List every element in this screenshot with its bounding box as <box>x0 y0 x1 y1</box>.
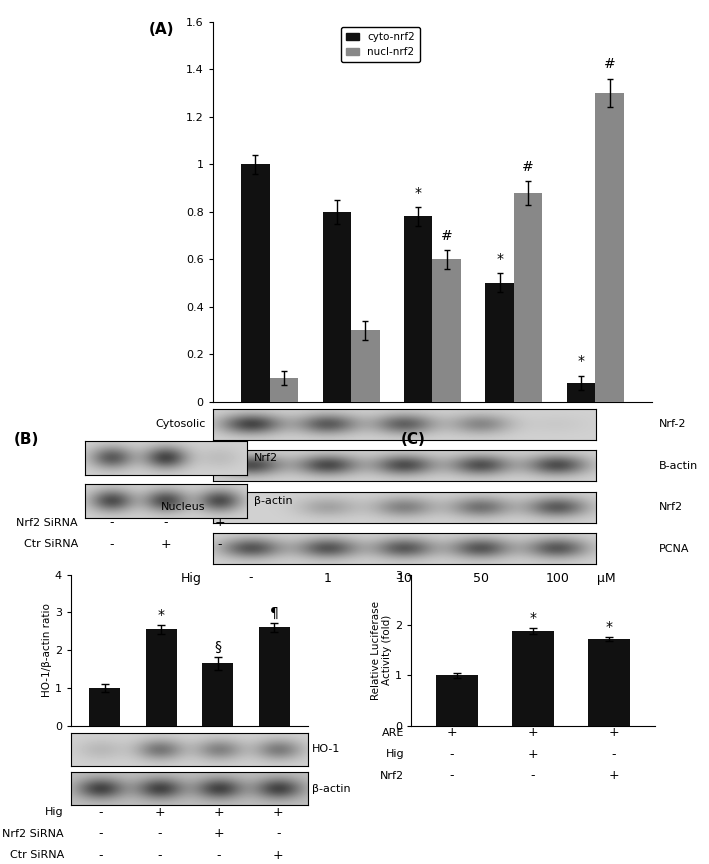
Text: +: + <box>214 827 224 841</box>
Text: Nucleus: Nucleus <box>161 502 206 512</box>
Text: -: - <box>99 805 103 819</box>
Bar <box>566 383 596 402</box>
Text: *: * <box>496 252 503 266</box>
Text: B-actin: B-actin <box>659 461 698 471</box>
Text: Ctr SiRNA: Ctr SiRNA <box>9 850 64 861</box>
Bar <box>404 216 432 402</box>
Text: -: - <box>99 848 103 862</box>
Text: (C): (C) <box>401 432 425 447</box>
Text: +: + <box>215 516 225 530</box>
Text: *: * <box>530 612 537 626</box>
Text: Nrf2: Nrf2 <box>254 453 278 463</box>
Text: +: + <box>273 805 284 819</box>
Text: +: + <box>161 537 171 551</box>
Bar <box>596 92 624 402</box>
Text: Hig: Hig <box>45 807 64 817</box>
Text: μM: μM <box>597 571 615 585</box>
Text: (A): (A) <box>149 22 174 36</box>
Bar <box>512 631 554 726</box>
Bar <box>323 212 351 402</box>
Text: 10: 10 <box>396 571 412 585</box>
Text: PCNA: PCNA <box>659 543 690 554</box>
Text: -: - <box>157 827 162 841</box>
Text: -: - <box>612 747 616 761</box>
Text: §: § <box>214 639 221 653</box>
Text: +: + <box>609 726 619 740</box>
Text: *: * <box>578 354 584 368</box>
Text: +: + <box>527 726 538 740</box>
Text: #: # <box>523 160 534 174</box>
Text: Nrf-2: Nrf-2 <box>659 419 687 429</box>
Text: -: - <box>276 827 281 841</box>
Bar <box>145 629 177 726</box>
Text: -: - <box>249 571 253 585</box>
Text: ¶: ¶ <box>269 606 279 620</box>
Text: -: - <box>450 747 454 761</box>
Text: Nrf2 SiRNA: Nrf2 SiRNA <box>16 518 78 528</box>
Text: HO-1: HO-1 <box>311 744 340 754</box>
Text: Nrf2 SiRNA: Nrf2 SiRNA <box>2 829 64 839</box>
Text: -: - <box>217 848 221 862</box>
Text: 50: 50 <box>473 571 489 585</box>
Text: +: + <box>447 726 457 740</box>
Text: -: - <box>530 769 535 783</box>
Text: #: # <box>603 58 615 72</box>
Text: 1: 1 <box>323 571 332 585</box>
Text: 100: 100 <box>545 571 569 585</box>
Text: ARE: ARE <box>381 727 404 738</box>
Text: -: - <box>99 827 103 841</box>
Text: *: * <box>415 186 422 200</box>
Text: β-actin: β-actin <box>311 784 350 794</box>
Text: Ctr SiRNA: Ctr SiRNA <box>23 539 78 550</box>
Bar <box>259 627 290 726</box>
Text: +: + <box>214 805 224 819</box>
Text: Hig: Hig <box>182 571 202 585</box>
Text: *: * <box>605 620 613 634</box>
Bar <box>514 193 542 402</box>
Text: +: + <box>273 848 284 862</box>
Text: #: # <box>441 229 452 243</box>
Bar <box>269 378 298 402</box>
Bar <box>89 688 121 726</box>
Text: -: - <box>157 848 162 862</box>
Bar <box>351 331 379 402</box>
Y-axis label: Relative Luciferase
Activity (fold): Relative Luciferase Activity (fold) <box>371 600 392 700</box>
Bar <box>436 676 478 726</box>
Text: Nrf2: Nrf2 <box>380 771 404 781</box>
Bar <box>241 164 269 402</box>
Legend: cyto-nrf2, nucl-nrf2: cyto-nrf2, nucl-nrf2 <box>341 27 420 62</box>
Text: (B): (B) <box>14 432 40 447</box>
Text: -: - <box>164 516 168 530</box>
Text: +: + <box>527 747 538 761</box>
Bar <box>588 639 630 726</box>
Text: +: + <box>155 805 165 819</box>
Bar <box>202 664 233 726</box>
Text: -: - <box>450 769 454 783</box>
Text: Nrf2: Nrf2 <box>659 502 683 512</box>
Text: Hig: Hig <box>386 749 404 759</box>
Text: -: - <box>110 537 114 551</box>
Text: *: * <box>157 607 164 622</box>
Bar <box>486 283 514 402</box>
Text: -: - <box>218 537 222 551</box>
Bar <box>432 259 461 402</box>
Text: -: - <box>110 516 114 530</box>
Text: Cytosolic: Cytosolic <box>155 419 206 429</box>
Text: β-actin: β-actin <box>254 496 292 506</box>
Y-axis label: HO-1/β-actin ratio: HO-1/β-actin ratio <box>42 603 52 697</box>
Text: +: + <box>609 769 619 783</box>
